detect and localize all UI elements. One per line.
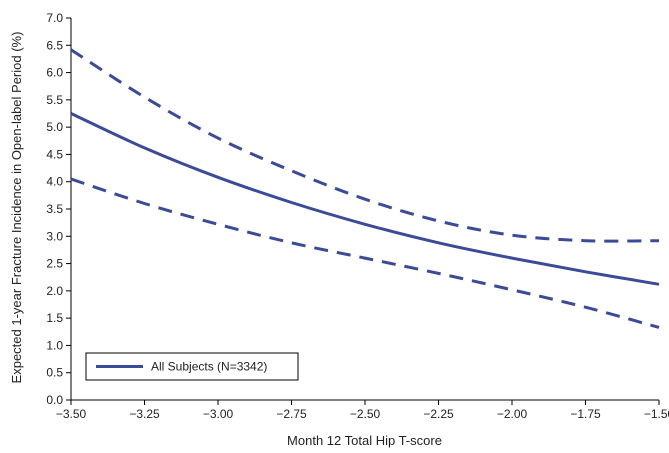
series-line-lower-bound <box>70 177 660 329</box>
x-tick-label: −1.75 <box>570 407 601 421</box>
y-tick-label: 4.0 <box>46 175 63 189</box>
x-tick-label: −2.50 <box>350 407 381 421</box>
y-tick-label: 1.5 <box>46 311 63 325</box>
y-tick-label: 5.0 <box>46 120 63 134</box>
series-line-upper-bound <box>70 48 660 243</box>
ticks: 0.0 0.5 1.0 1.5 2.0 2.5 3.0 3.5 4.0 4.5 5.0 5.5 6.0 6… <box>46 11 669 421</box>
y-tick-label: 3.0 <box>46 229 63 243</box>
y-tick-label: 4.5 <box>46 147 63 161</box>
x-tick-label: −3.25 <box>129 407 160 421</box>
y-tick-label: 2.0 <box>46 284 63 298</box>
x-tick-label: −3.00 <box>203 407 234 421</box>
y-tick-label: 2.5 <box>46 257 63 271</box>
x-tick-label: −2.25 <box>423 407 454 421</box>
x-tick-label: −2.75 <box>276 407 307 421</box>
legend: All Subjects (N=3342) <box>85 352 299 381</box>
x-tick-label: −3.50 <box>56 407 87 421</box>
y-tick-label: 3.5 <box>46 202 63 216</box>
y-axis-label: Expected 1-year Fracture Incidence in Op… <box>9 32 24 384</box>
y-tick-label: 0.0 <box>46 393 63 407</box>
y-tick-label: 7.0 <box>46 11 63 25</box>
y-tick-label: 1.0 <box>46 338 63 352</box>
legend-label: All Subjects (N=3342) <box>151 360 267 374</box>
x-tick-label: −2.00 <box>497 407 528 421</box>
series-line-all-subjects <box>70 112 660 286</box>
x-tick-label: −1.50 <box>644 407 669 421</box>
y-tick-label: 6.0 <box>46 66 63 80</box>
x-axis-label: Month 12 Total Hip T-score <box>287 433 442 448</box>
y-tick-label: 6.5 <box>46 38 63 52</box>
y-tick-label: 0.5 <box>46 366 63 380</box>
series-lines <box>70 48 660 329</box>
y-tick-label: 5.5 <box>46 93 63 107</box>
